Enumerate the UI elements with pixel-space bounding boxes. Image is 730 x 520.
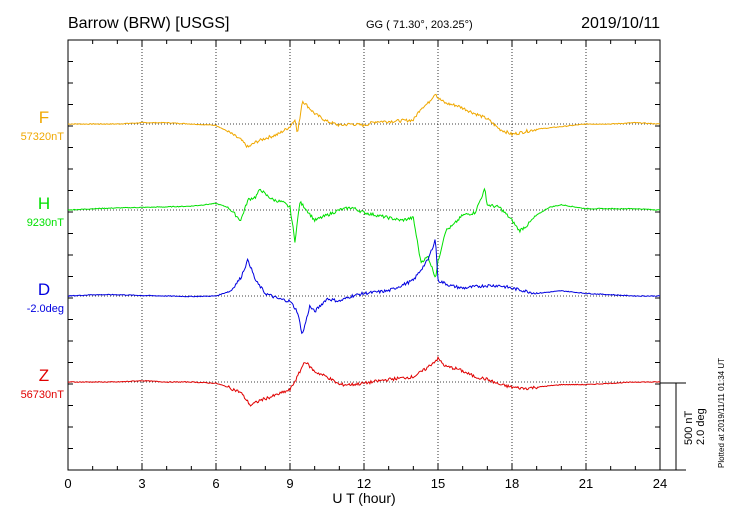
series-name-F: F [39, 108, 49, 127]
series-line-Z [67, 355, 661, 407]
plot-frame [67, 39, 661, 471]
series-name-Z: Z [39, 366, 49, 385]
x-tick-label: 15 [431, 476, 445, 491]
series-name-H: H [38, 194, 50, 213]
series-baseline-D: -2.0deg [27, 303, 64, 315]
scale-deg-label: 2.0 deg [695, 408, 707, 445]
scale-nt-label: 500 nT [683, 410, 695, 445]
x-axis-title: U T (hour) [332, 490, 395, 506]
date-label: 2019/10/11 [581, 15, 660, 32]
x-tick-label: 12 [357, 476, 371, 491]
coordinates-label: GG ( 71.30°, 203.25°) [366, 19, 473, 31]
x-tick-label: 6 [212, 476, 219, 491]
series-labels: F 57320nT H 9230nT D -2.0deg Z 56730nT [21, 108, 65, 401]
plotted-at-label: Plotted at 2019/11/11 01:34 UT [717, 358, 726, 468]
series-line-D [68, 239, 661, 335]
x-tick-label: 3 [138, 476, 145, 491]
x-tick-label: 9 [286, 476, 293, 491]
series-line-H [67, 187, 661, 278]
x-tick-label: 21 [579, 476, 593, 491]
series-baseline-F: 57320nT [21, 131, 65, 143]
x-tick-label: 24 [653, 476, 667, 491]
series-lines [67, 93, 661, 407]
series-baseline-Z: 56730nT [21, 389, 65, 401]
x-tick-label: 18 [505, 476, 519, 491]
grid-lines [68, 40, 660, 470]
axis-ticks: 0 3 6 9 12 15 18 21 24 [64, 40, 667, 491]
series-line-F [68, 93, 661, 149]
x-tick-label: 0 [64, 476, 71, 491]
series-name-D: D [38, 280, 50, 299]
series-baseline-H: 9230nT [27, 217, 65, 229]
station-title: Barrow (BRW) [USGS] [68, 15, 230, 32]
